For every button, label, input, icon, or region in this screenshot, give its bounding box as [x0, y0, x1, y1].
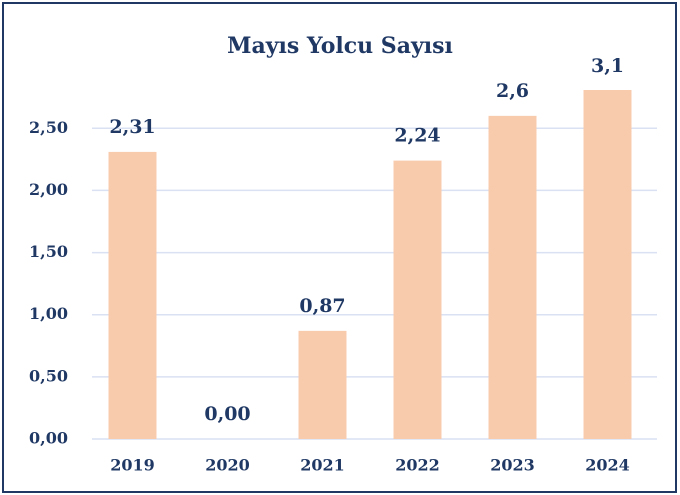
value-label: 3,1: [591, 55, 624, 77]
bar: [298, 330, 347, 439]
y-tick-label: 0,50: [29, 366, 68, 385]
x-tick-label: 2024: [585, 456, 630, 475]
y-tick-label: 1,50: [29, 242, 68, 261]
grid: [92, 127, 657, 440]
y-tick-label: 1,00: [29, 304, 68, 323]
bar: [583, 90, 632, 439]
x-tick-label: 2022: [395, 456, 440, 475]
bar: [393, 160, 442, 439]
bars: [108, 90, 632, 439]
value-label: 2,6: [496, 80, 529, 102]
bar: [488, 115, 537, 439]
value-label: 2,24: [394, 125, 440, 147]
x-tick-label: 2021: [300, 456, 345, 475]
x-tick-label: 2019: [110, 456, 155, 475]
x-tick-label: 2023: [490, 456, 535, 475]
value-label: 0,00: [204, 403, 250, 425]
y-tick-label: 2,00: [29, 180, 68, 199]
x-tick-label: 2020: [205, 456, 250, 475]
y-tick-label: 2,50: [29, 118, 68, 137]
value-label: 0,87: [299, 295, 345, 317]
chart-title: Mayıs Yolcu Sayısı: [227, 33, 453, 59]
y-tick-label: 0,00: [29, 429, 68, 448]
value-label: 2,31: [109, 116, 155, 138]
bar: [108, 151, 157, 439]
